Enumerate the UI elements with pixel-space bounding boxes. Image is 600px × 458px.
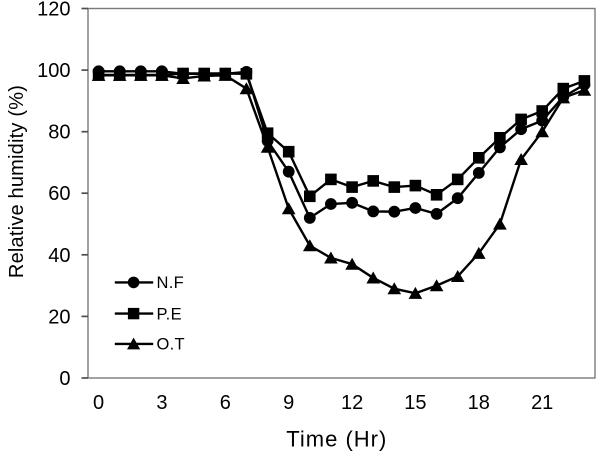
svg-text:40: 40	[48, 245, 70, 267]
svg-text:0: 0	[59, 368, 70, 390]
svg-text:P.E: P.E	[157, 305, 182, 323]
svg-text:O.T: O.T	[157, 336, 185, 354]
svg-text:18: 18	[468, 392, 490, 414]
svg-text:15: 15	[404, 392, 426, 414]
svg-text:80: 80	[48, 122, 70, 144]
svg-text:120: 120	[37, 0, 70, 21]
svg-text:3: 3	[156, 392, 167, 414]
svg-text:9: 9	[283, 392, 294, 414]
svg-text:20: 20	[48, 306, 70, 328]
svg-text:6: 6	[220, 392, 231, 414]
svg-text:12: 12	[341, 392, 363, 414]
svg-text:0: 0	[93, 392, 104, 414]
svg-text:100: 100	[37, 60, 70, 82]
svg-text:Relative humidity (%): Relative humidity (%)	[6, 85, 28, 278]
svg-text:N.F: N.F	[157, 274, 184, 292]
svg-text:60: 60	[48, 183, 70, 205]
svg-text:21: 21	[531, 392, 553, 414]
svg-text:Time (Hr): Time (Hr)	[286, 427, 387, 452]
